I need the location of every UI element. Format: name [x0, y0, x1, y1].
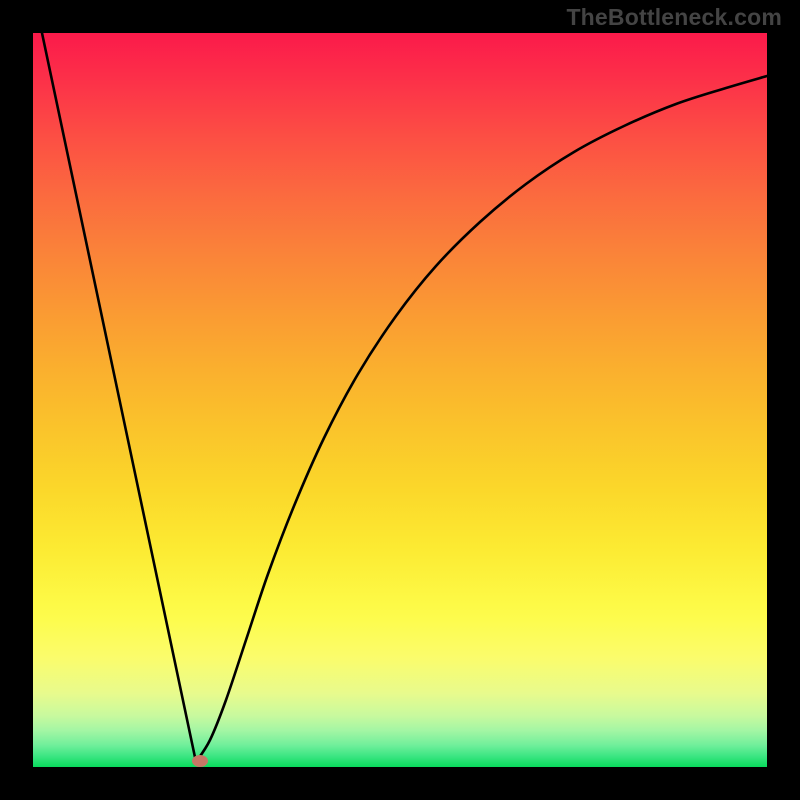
watermark-text: TheBottleneck.com — [566, 4, 782, 31]
chart-container: TheBottleneck.com — [0, 0, 800, 800]
plot-area — [33, 33, 767, 767]
minimum-marker — [192, 755, 208, 767]
bottleneck-curve — [0, 0, 800, 800]
